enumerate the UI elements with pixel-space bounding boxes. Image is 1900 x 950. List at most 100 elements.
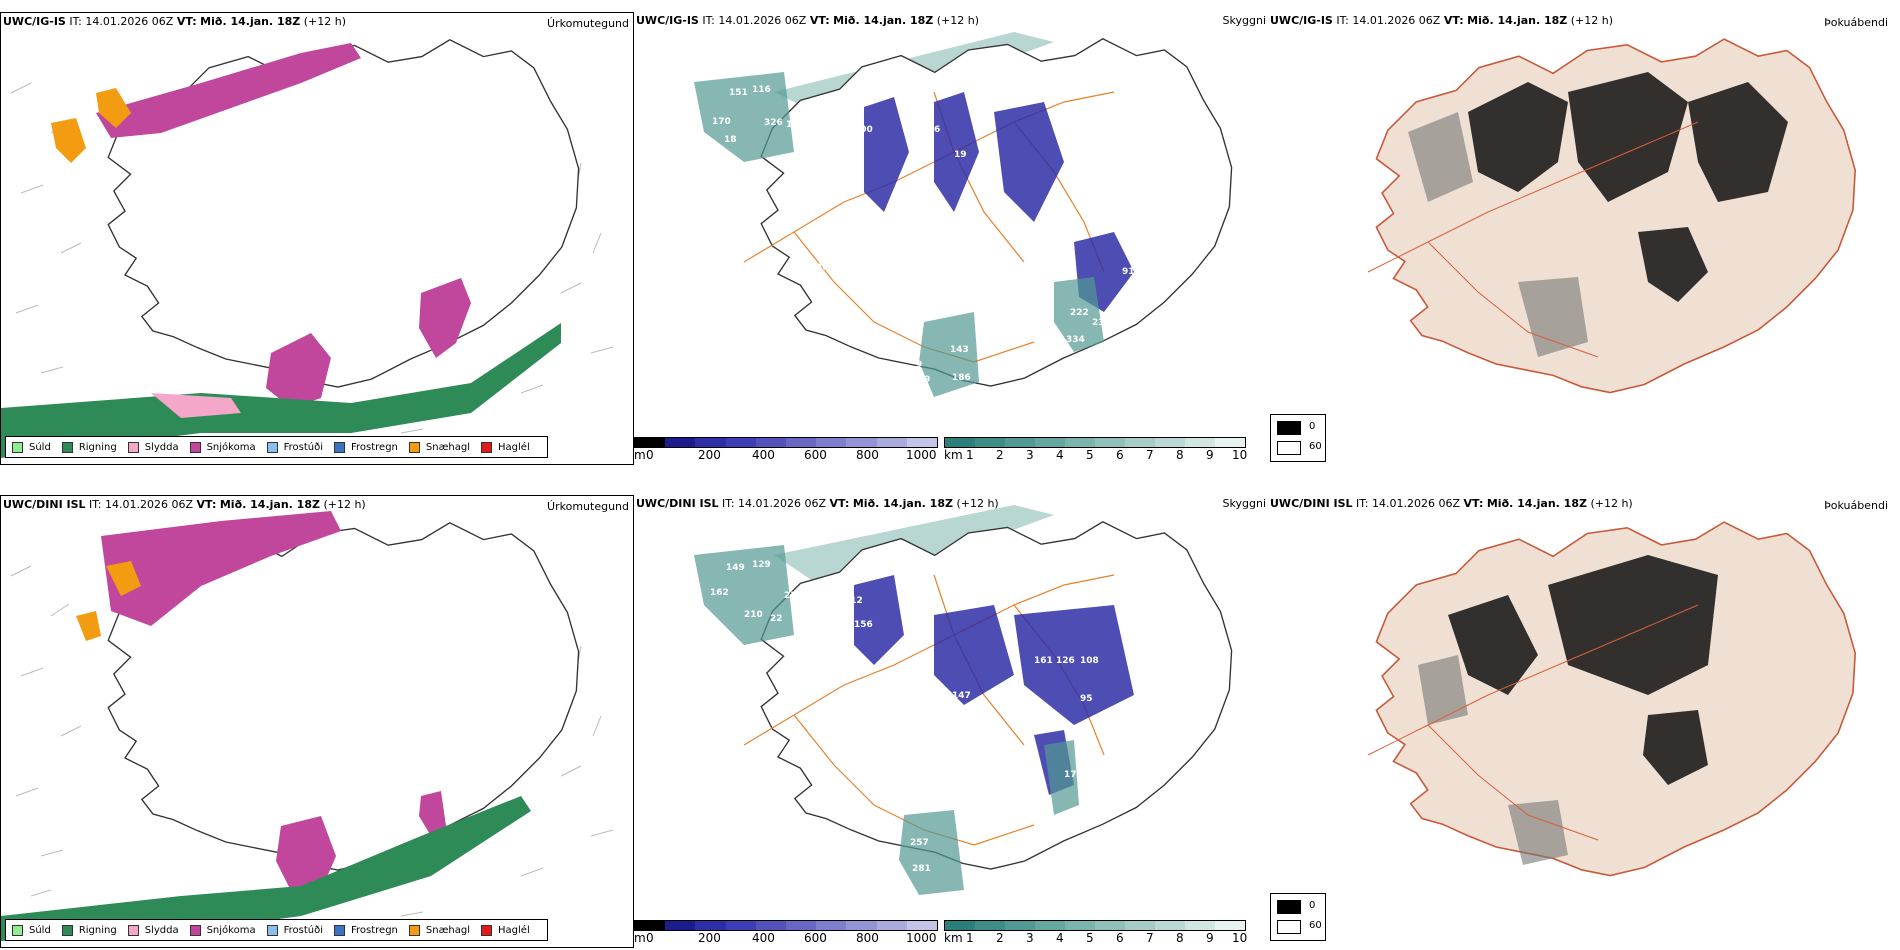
ceiling-tick: 600 [804, 448, 827, 462]
visibility-tick: 2 [996, 448, 1004, 462]
legend-item-frostregn: Frostregn [334, 441, 398, 453]
panel-title: Skyggni [1222, 497, 1266, 510]
visibility-tick: 3 [1026, 448, 1034, 462]
visibility-value: 9 [924, 375, 930, 385]
visibility-tick: 10 [1232, 931, 1248, 945]
ceiling-tick: 1000 [906, 448, 937, 462]
fog-legend-swatch [1277, 900, 1301, 914]
road-network [743, 574, 1115, 846]
ceiling-colorbar [634, 920, 938, 931]
precip-type-panel-1: UWC/IG-IS IT: 14.01.2026 06Z VT: Mið. 14… [0, 12, 634, 465]
ceiling-value: 156 [854, 620, 873, 630]
panel-title: Skyggni [1222, 14, 1266, 27]
legend-swatch [266, 441, 278, 453]
rain-areas [1, 323, 561, 458]
legend-item-snjokoma: Snjókoma [189, 924, 256, 936]
legend-swatch [12, 924, 23, 936]
panel-title: Þokuábendi [1824, 16, 1888, 29]
ceiling-tick: 200 [698, 931, 721, 945]
ceiling-value: 67 [782, 700, 795, 710]
ceiling-labels: 149 129 162 238 210 22 312 156 67 7 251 … [696, 560, 1099, 874]
ceiling-value: 149 [726, 563, 745, 573]
legend-item-sudd: Súld [12, 924, 51, 936]
legend-swatch [189, 924, 201, 936]
fog-map [1367, 521, 1856, 877]
visibility-value: 176 [1064, 770, 1083, 780]
visibility-tick: 4 [1056, 448, 1064, 462]
colorbar-step [1125, 438, 1155, 447]
ceiling-tick: 0 [646, 448, 654, 462]
legend-swatch [61, 441, 73, 453]
legend-item-rigning: Rigning [61, 441, 117, 453]
ceiling-labels: 151 116 170 326 178 18 63 89 36 77 9 200… [692, 85, 1135, 385]
legend-item-frostregn: Frostregn [334, 924, 398, 936]
colorbar-step [975, 438, 1005, 447]
visibility-value: 222 [1070, 308, 1089, 318]
colorbar-step [1095, 438, 1125, 447]
valid-time: Mið. 14.jan. 18Z [852, 497, 953, 510]
legend-swatch [481, 441, 493, 453]
precip-type-panel-2: UWC/DINI ISL IT: 14.01.2026 06Z VT: Mið.… [0, 495, 634, 948]
init-time: 14.01.2026 06Z [85, 15, 174, 28]
ceiling-value: 162 [710, 588, 729, 598]
visibility-areas [694, 545, 1079, 895]
colorbar-step [1065, 438, 1095, 447]
precip-map [1, 39, 614, 458]
fog-panel-1: UWC/IG-IS IT: 14.01.2026 06Z VT: Mið. 14… [1268, 12, 1900, 465]
visibility-areas [694, 72, 1104, 397]
legend-label: Súld [29, 924, 51, 936]
colorbar-step [1215, 438, 1245, 447]
legend-item-frostudi: Frostúði [266, 924, 323, 936]
visibility-unit: km [944, 448, 963, 462]
legend-item-frostudi: Frostúði [266, 441, 323, 453]
visibility-map: 151 116 170 326 178 18 63 89 36 77 9 200… [692, 32, 1233, 397]
panel-title: Úrkomutegund [547, 17, 629, 30]
visibility-tick: 5 [1086, 448, 1094, 462]
graupel-areas [76, 561, 141, 641]
visibility-tick: 1 [966, 448, 974, 462]
colorbar-step [1185, 438, 1215, 447]
legend-swatch [408, 924, 420, 936]
init-time: 14.01.2026 06Z [738, 497, 827, 510]
fog-panel-2: UWC/DINI ISL IT: 14.01.2026 06Z VT: Mið.… [1268, 495, 1900, 948]
fog-legend-swatch [1277, 421, 1301, 435]
panel-title: Þokuábendi [1824, 499, 1888, 512]
legend-label: Snæhagl [425, 924, 471, 936]
fog-legend-label: 60 [1309, 920, 1322, 931]
ceiling-value: 129 [752, 560, 771, 570]
visibility-value: 257 [910, 838, 929, 848]
panel-header: UWC/DINI ISL IT: 14.01.2026 06Z VT: Mið.… [636, 497, 999, 510]
init-label: IT: [69, 15, 82, 28]
ceiling-tick: 400 [752, 448, 775, 462]
colorbar-step [755, 921, 787, 930]
fog-map [1367, 38, 1856, 394]
ceiling-value: 210 [744, 610, 763, 620]
visibility-tick: 3 [1026, 931, 1034, 945]
ceiling-unit: m [634, 448, 646, 462]
colorbar-step [945, 438, 975, 447]
colorbar-step [1005, 921, 1035, 930]
colorbar-step [665, 438, 696, 447]
init-time: 14.01.2026 06Z [1352, 14, 1441, 27]
legend-label: Haglél [498, 441, 530, 453]
visibility-value: 91 [1122, 267, 1135, 277]
legend-swatch [408, 441, 420, 453]
ceiling-tick: 1000 [906, 931, 937, 945]
colorbar-step [846, 438, 877, 447]
visibility-value: 6 [934, 125, 940, 135]
rain-areas [1, 796, 531, 941]
colorbar-step [635, 438, 666, 447]
model-name: UWC/IG-IS [636, 14, 699, 27]
colorbar-step [945, 921, 975, 930]
legend-label: Snjókoma [206, 441, 256, 453]
legend-swatch [189, 441, 201, 453]
visibility-value: 143 [950, 345, 969, 355]
visibility-value: 161 [1034, 656, 1053, 666]
ceiling-tick: 800 [856, 448, 879, 462]
visibility-value: 251 [900, 565, 919, 575]
model-name: UWC/IG-IS [1270, 14, 1333, 27]
panel-title: Úrkomutegund [547, 500, 629, 513]
fog-legend-swatch [1277, 920, 1301, 934]
colorbar-step [1065, 921, 1095, 930]
colorbar-step [1155, 438, 1185, 447]
